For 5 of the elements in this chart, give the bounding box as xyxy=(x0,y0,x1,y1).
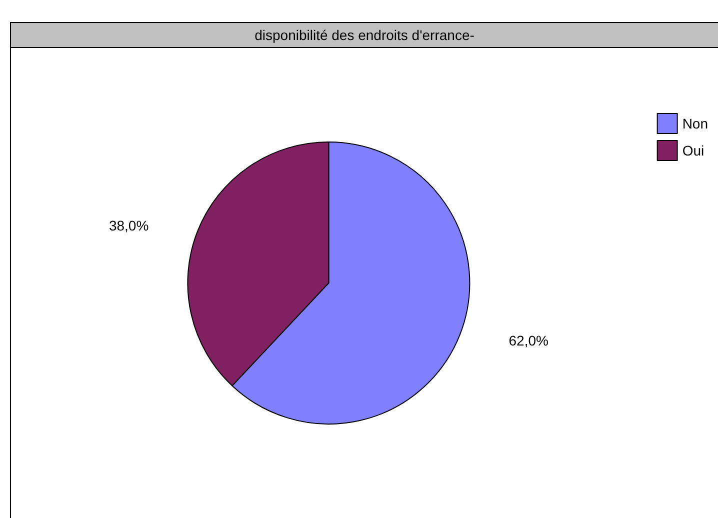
data-label: 38,0% xyxy=(108,218,149,234)
legend-label: Non xyxy=(682,116,708,132)
data-label: 62,0% xyxy=(508,332,548,348)
chart-title: disponibilité des endroits d'errance- xyxy=(11,23,718,48)
legend-label: Oui xyxy=(682,142,704,158)
